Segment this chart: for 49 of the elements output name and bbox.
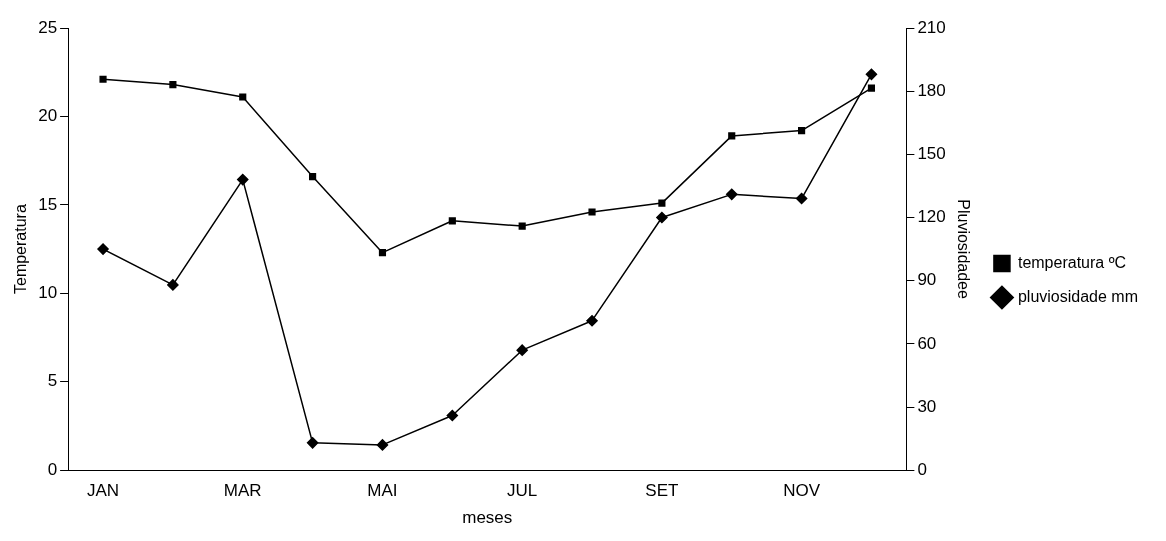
point [798, 127, 806, 135]
legend-label: temperatura ºC [1017, 253, 1127, 271]
point [867, 84, 876, 92]
y2-tick-label: 0 [917, 459, 927, 479]
point [376, 439, 389, 451]
point [306, 437, 319, 449]
y2-tick-label: 30 [917, 396, 937, 416]
point [169, 81, 177, 89]
point [728, 132, 736, 140]
point [99, 75, 107, 83]
point [239, 93, 247, 101]
x-tick-label: JUL [507, 481, 538, 501]
y-tick-label: 5 [47, 371, 58, 391]
point [865, 68, 878, 81]
y2-tick-label: 180 [917, 80, 946, 100]
y-tick-label: 25 [38, 17, 58, 37]
point [97, 243, 109, 255]
point [725, 188, 738, 201]
point [795, 192, 808, 205]
x-tick-label: MAI [367, 481, 398, 501]
y2-tick-label: 60 [917, 333, 937, 353]
y2-tick-label: 90 [917, 270, 937, 290]
point [656, 211, 668, 224]
y-tick-label: 15 [38, 194, 58, 214]
point [446, 409, 459, 422]
x-tick-label: NOV [783, 481, 821, 501]
point [516, 344, 528, 356]
point [167, 279, 179, 291]
y-tick-label: 0 [47, 459, 58, 479]
y2-tick-label: 150 [917, 144, 946, 164]
point [518, 222, 526, 230]
x-tick-label: JAN [86, 481, 120, 501]
y2-tick-label: 120 [917, 207, 946, 227]
y-axis-title: Temperatura [12, 204, 30, 295]
y2-axis-title: Pluviosidadee [954, 199, 972, 300]
point [237, 173, 249, 186]
legend-label: pluviosidade mm [1017, 287, 1139, 305]
y-tick-label: 20 [38, 106, 58, 126]
x-tick-label: SET [645, 481, 679, 501]
y-tick-label: 10 [38, 283, 58, 303]
y2-tick-label: 210 [917, 17, 946, 37]
point [378, 249, 387, 257]
point [658, 199, 666, 207]
point [448, 217, 456, 225]
point [309, 173, 317, 181]
point [588, 208, 596, 216]
point [586, 314, 598, 327]
x-axis-title: meses [462, 508, 513, 528]
x-tick-label: MAR [223, 481, 262, 501]
